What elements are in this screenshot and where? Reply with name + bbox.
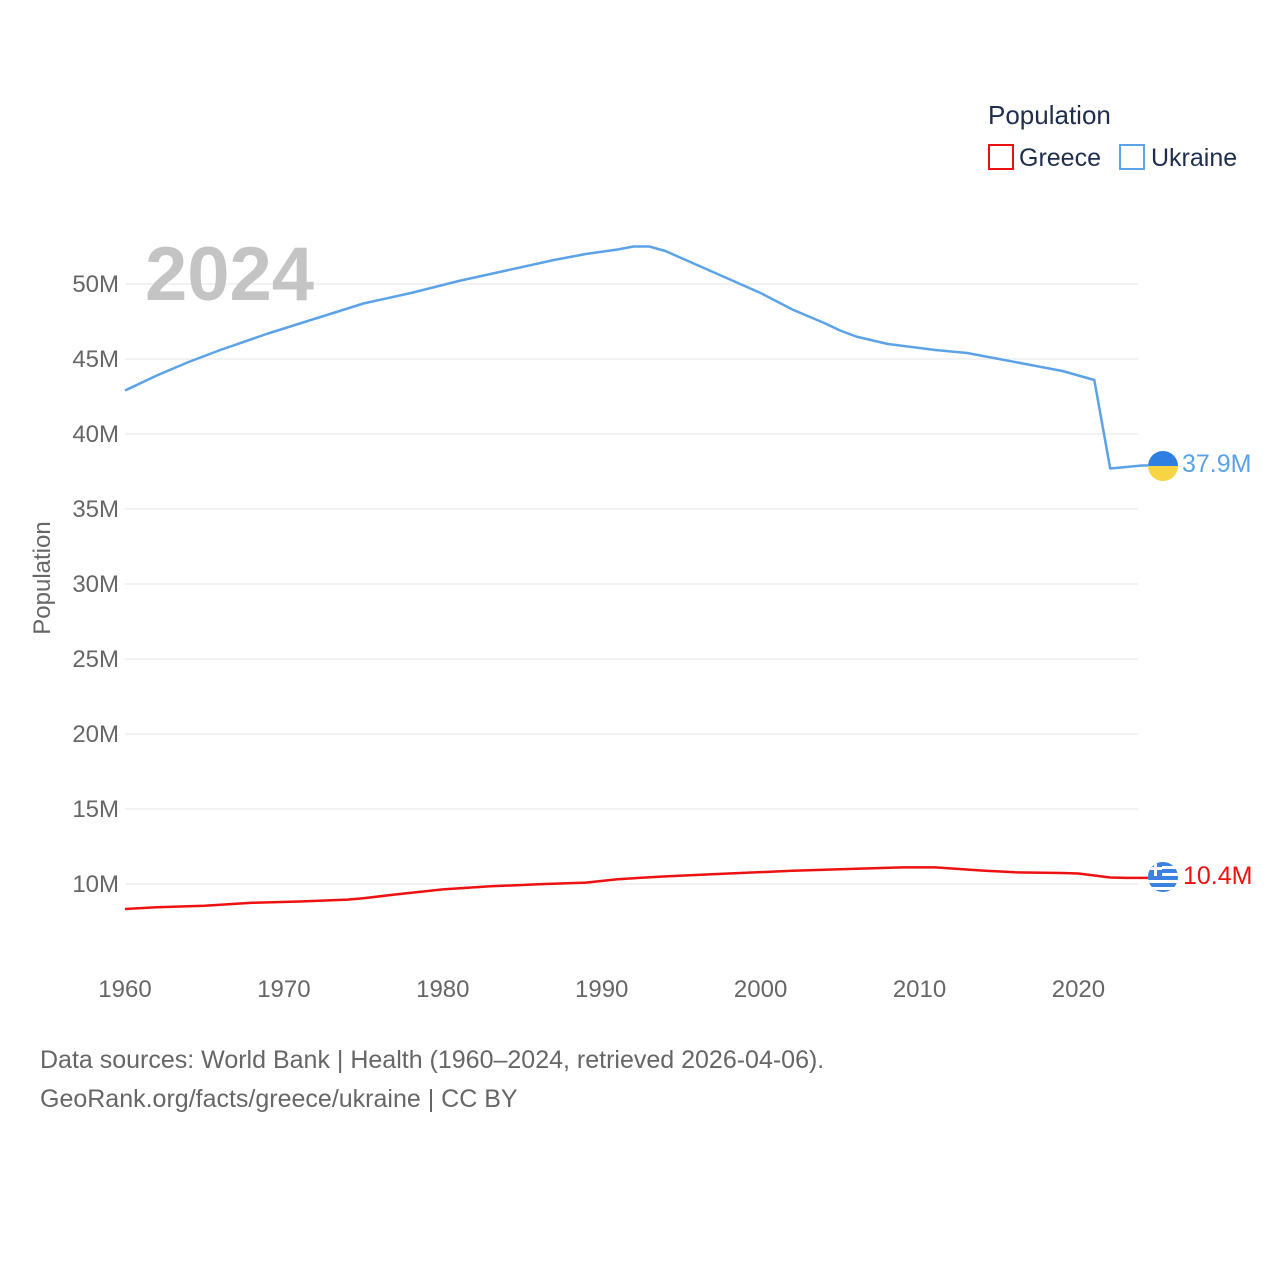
x-axis-ticks: 1960 1970 1980 1990 2000 2010 2020 (98, 976, 1105, 1003)
series-line-ukraine[interactable] (124, 245, 1148, 470)
source-line-1: Data sources: World Bank | Health (1960–… (40, 1046, 825, 1074)
legend-item-ukraine[interactable]: Ukraine (1119, 144, 1237, 172)
y-tick-label: 20M (72, 721, 119, 748)
y-tick-label: 40M (72, 421, 119, 448)
y-tick-label: 35M (72, 496, 119, 523)
y-tick-label: 10M (72, 871, 119, 898)
y-axis-ticks: 10M 15M 20M 25M 30M 35M 40M 45M 50M (72, 271, 119, 898)
legend-swatch-ukraine (1119, 144, 1145, 170)
x-tick-label: 1990 (575, 976, 628, 1003)
y-tick-label: 15M (72, 796, 119, 823)
y-axis-label: Population (29, 521, 56, 634)
x-tick-label: 1960 (98, 976, 151, 1003)
legend-label-ukraine: Ukraine (1151, 144, 1237, 172)
legend-item-greece[interactable]: Greece (988, 144, 1101, 172)
x-tick-label: 1970 (257, 976, 310, 1003)
legend-swatch-greece (988, 144, 1014, 170)
legend-label-greece: Greece (1019, 144, 1101, 172)
source-line-2[interactable]: GeoRank.org/facts/greece/ukraine | CC BY (40, 1085, 518, 1113)
gridlines (125, 283, 1138, 885)
series-line-greece[interactable] (124, 866, 1148, 911)
series-lines (124, 245, 1148, 911)
greece-end-value: 10.4M (1183, 862, 1252, 890)
y-tick-label: 30M (72, 571, 119, 598)
x-tick-label: 2000 (734, 976, 787, 1003)
y-tick-label: 45M (72, 346, 119, 373)
x-tick-label: 1980 (416, 976, 469, 1003)
legend-title: Population (988, 100, 1111, 130)
y-tick-label: 25M (72, 646, 119, 673)
x-tick-label: 2020 (1052, 976, 1105, 1003)
y-tick-label: 50M (72, 271, 119, 298)
ukraine-flag-icon (1148, 451, 1178, 481)
greece-flag-icon (1148, 862, 1178, 892)
x-tick-label: 2010 (893, 976, 946, 1003)
year-label: 2024 (145, 232, 314, 317)
ukraine-end-value: 37.9M (1182, 450, 1251, 478)
